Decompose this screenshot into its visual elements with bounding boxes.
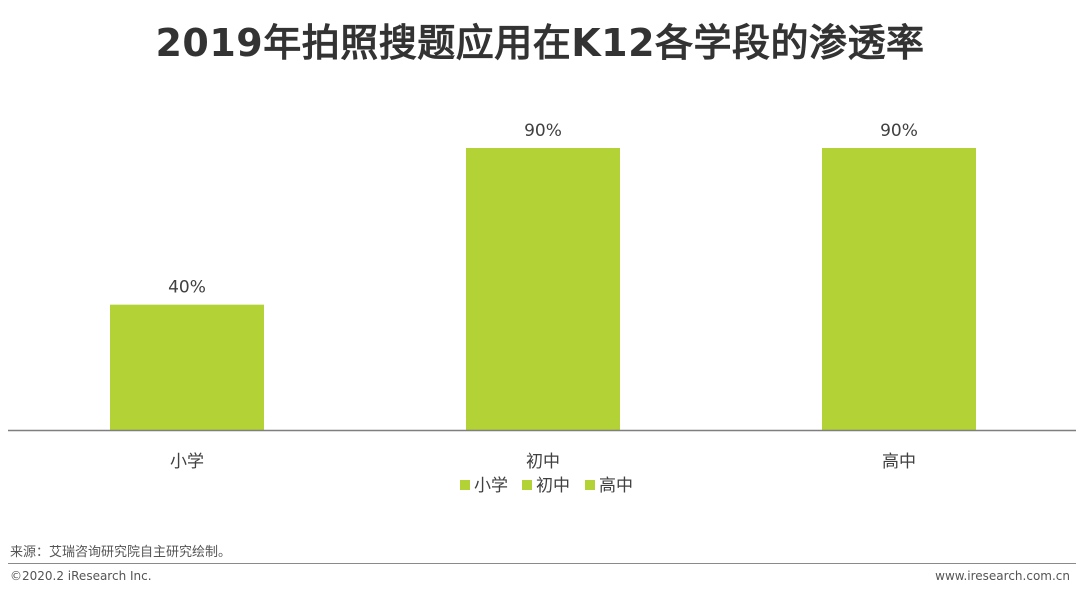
legend-swatch-3 — [585, 480, 595, 490]
legend-label-3: 高中 — [599, 476, 633, 496]
x-tick-label-1: 小学 — [170, 452, 204, 472]
legend-label-2: 初中 — [536, 476, 570, 496]
bar-2 — [466, 148, 620, 430]
source-note: 来源：艾瑞咨询研究院自主研究绘制。 — [10, 545, 232, 560]
data-label-1: 40% — [168, 278, 206, 298]
legend-swatch-1 — [460, 480, 470, 490]
legend-swatch-2 — [522, 480, 532, 490]
copyright-text: ©2020.2 iResearch Inc. — [10, 569, 152, 583]
footer-divider — [8, 563, 1076, 564]
x-tick-label-3: 高中 — [882, 452, 916, 472]
website-link[interactable]: www.iresearch.com.cn — [935, 569, 1070, 583]
data-label-2: 90% — [524, 121, 562, 141]
bar-1 — [110, 304, 264, 430]
data-label-3: 90% — [880, 121, 918, 141]
legend-label-1: 小学 — [474, 476, 508, 496]
bar-3 — [822, 148, 976, 430]
chart-title: 2019年拍照搜题应用在K12各学段的渗透率 — [155, 21, 925, 65]
x-tick-label-2: 初中 — [526, 452, 560, 472]
